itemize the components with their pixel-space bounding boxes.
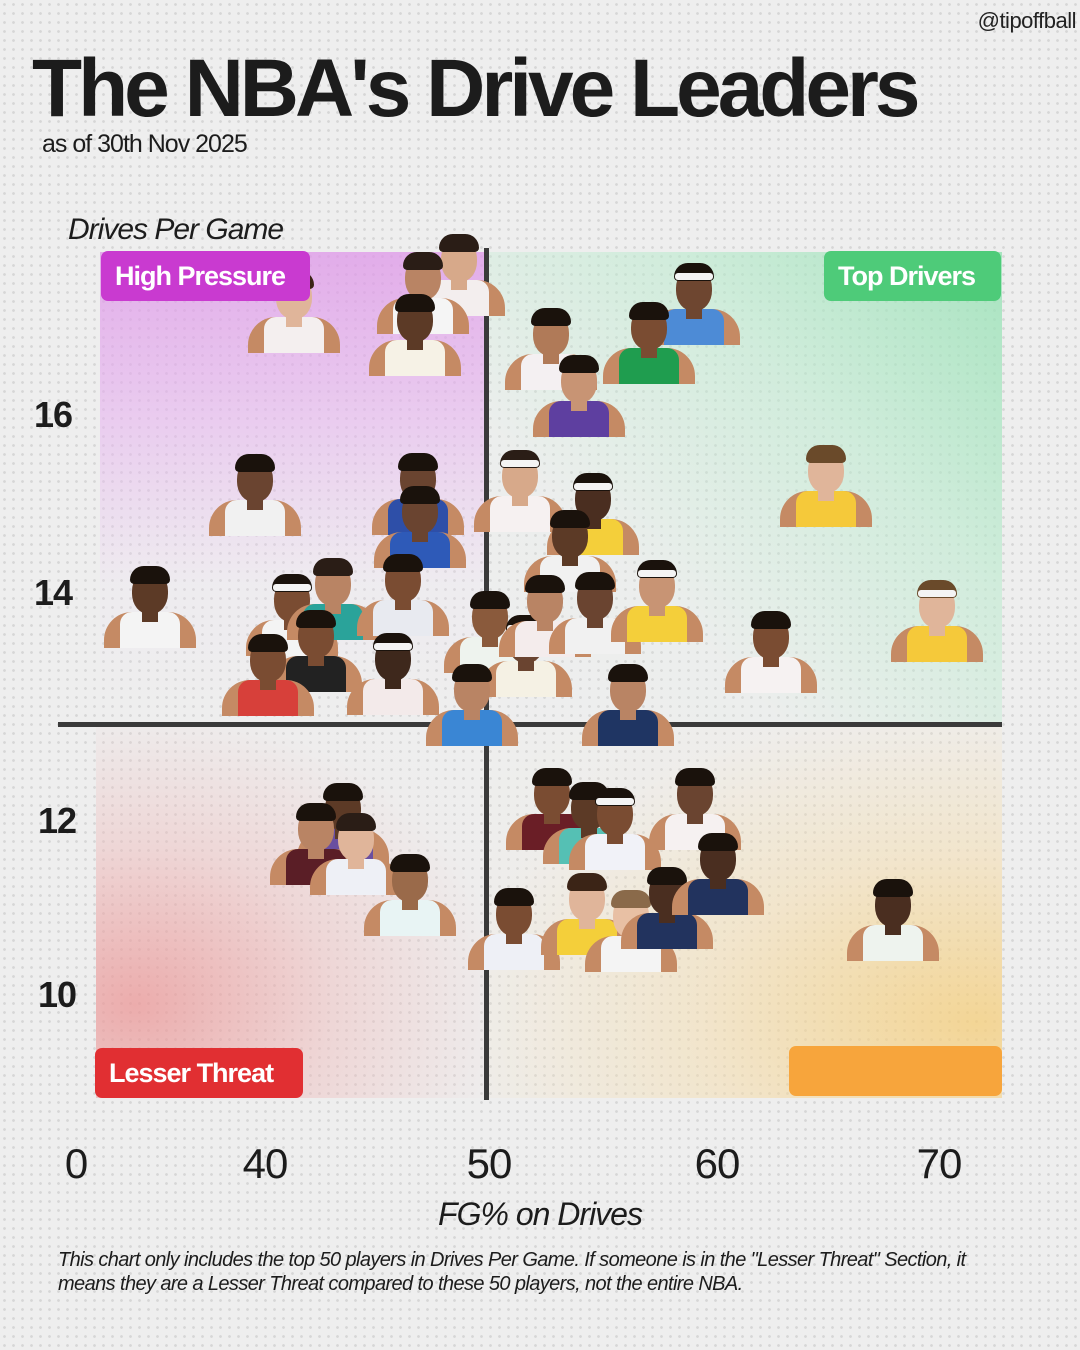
footnote: This chart only includes the top 50 play… <box>58 1249 966 1295</box>
hair-shape <box>531 308 571 326</box>
hair-shape <box>550 510 590 528</box>
player-marker <box>891 578 983 662</box>
hair-shape <box>383 554 423 572</box>
headband-shape <box>273 584 311 591</box>
badge-high-pressure: High Pressure <box>101 251 310 301</box>
hair-shape <box>698 833 738 851</box>
headband-shape <box>596 798 634 805</box>
player-marker <box>533 353 625 437</box>
hair-shape <box>494 888 534 906</box>
player-marker <box>611 558 703 642</box>
player-marker <box>357 552 449 636</box>
y-tick-10: 10 <box>38 974 77 1015</box>
jersey-shape <box>347 679 439 715</box>
hair-shape <box>336 813 376 831</box>
subtitle: as of 30th Nov 2025 <box>42 130 248 158</box>
player-marker <box>310 811 402 895</box>
hair-shape <box>439 234 479 252</box>
hair-shape <box>647 867 687 885</box>
hair-shape <box>567 873 607 891</box>
headband-shape <box>638 570 676 577</box>
jersey-shape <box>104 612 196 648</box>
player-marker <box>369 292 461 376</box>
headband-shape <box>574 483 612 490</box>
hair-shape <box>873 879 913 897</box>
page-title: The NBA's Drive Leaders <box>32 43 921 134</box>
player-marker <box>374 484 466 568</box>
x-tick-50: 50 <box>466 1140 513 1187</box>
hair-shape <box>806 445 846 463</box>
hair-shape <box>130 566 170 584</box>
player-marker <box>569 786 661 870</box>
hair-shape <box>248 634 288 652</box>
hair-shape <box>559 355 599 373</box>
hair-shape <box>470 591 510 609</box>
headband-shape <box>501 460 539 467</box>
player-marker <box>104 564 196 648</box>
x-tick-0: 0 <box>64 1140 88 1187</box>
hair-shape <box>313 558 353 576</box>
jersey-shape <box>569 834 661 870</box>
x-tick-60: 60 <box>694 1140 741 1187</box>
hair-shape <box>403 252 443 270</box>
player-marker <box>222 632 314 716</box>
hair-shape <box>608 664 648 682</box>
badge-lesser-threat: Lesser Threat <box>95 1048 303 1098</box>
y-tick-14: 14 <box>34 572 73 613</box>
hair-shape <box>398 453 438 471</box>
y-tick-12: 12 <box>38 800 77 841</box>
badge-bottom-right <box>789 1046 1002 1096</box>
hair-shape <box>629 302 669 320</box>
hair-shape <box>296 803 336 821</box>
y-tick-16: 16 <box>34 394 73 435</box>
hair-shape <box>235 454 275 472</box>
x-axis-label: FG% on Drives <box>438 1196 643 1232</box>
hair-shape <box>400 486 440 504</box>
player-marker <box>725 609 817 693</box>
headband-shape <box>918 590 956 597</box>
player-marker <box>347 631 439 715</box>
headband-shape <box>374 643 412 650</box>
hair-shape <box>675 768 715 786</box>
player-marker <box>582 662 674 746</box>
hair-shape <box>323 783 363 801</box>
hair-shape <box>395 294 435 312</box>
horizontal-divider <box>58 722 1002 727</box>
player-marker <box>209 452 301 536</box>
badge-top-drivers: Top Drivers <box>824 251 1001 301</box>
handle: @tipoffball <box>977 8 1077 33</box>
x-tick-70: 70 <box>916 1140 963 1187</box>
hair-shape <box>575 572 615 590</box>
x-tick-40: 40 <box>242 1140 289 1187</box>
player-marker <box>603 300 695 384</box>
hair-shape <box>525 575 565 593</box>
player-marker <box>780 443 872 527</box>
jersey-shape <box>248 317 340 353</box>
player-marker <box>672 831 764 915</box>
y-axis-label: Drives Per Game <box>68 213 284 246</box>
hair-shape <box>751 611 791 629</box>
player-marker <box>364 852 456 936</box>
hair-shape <box>296 610 336 628</box>
hair-shape <box>532 768 572 786</box>
hair-shape <box>611 890 651 908</box>
player-marker <box>426 662 518 746</box>
hair-shape <box>452 664 492 682</box>
headband-shape <box>675 273 713 280</box>
player-marker <box>847 877 939 961</box>
hair-shape <box>390 854 430 872</box>
jersey-shape <box>357 600 449 636</box>
